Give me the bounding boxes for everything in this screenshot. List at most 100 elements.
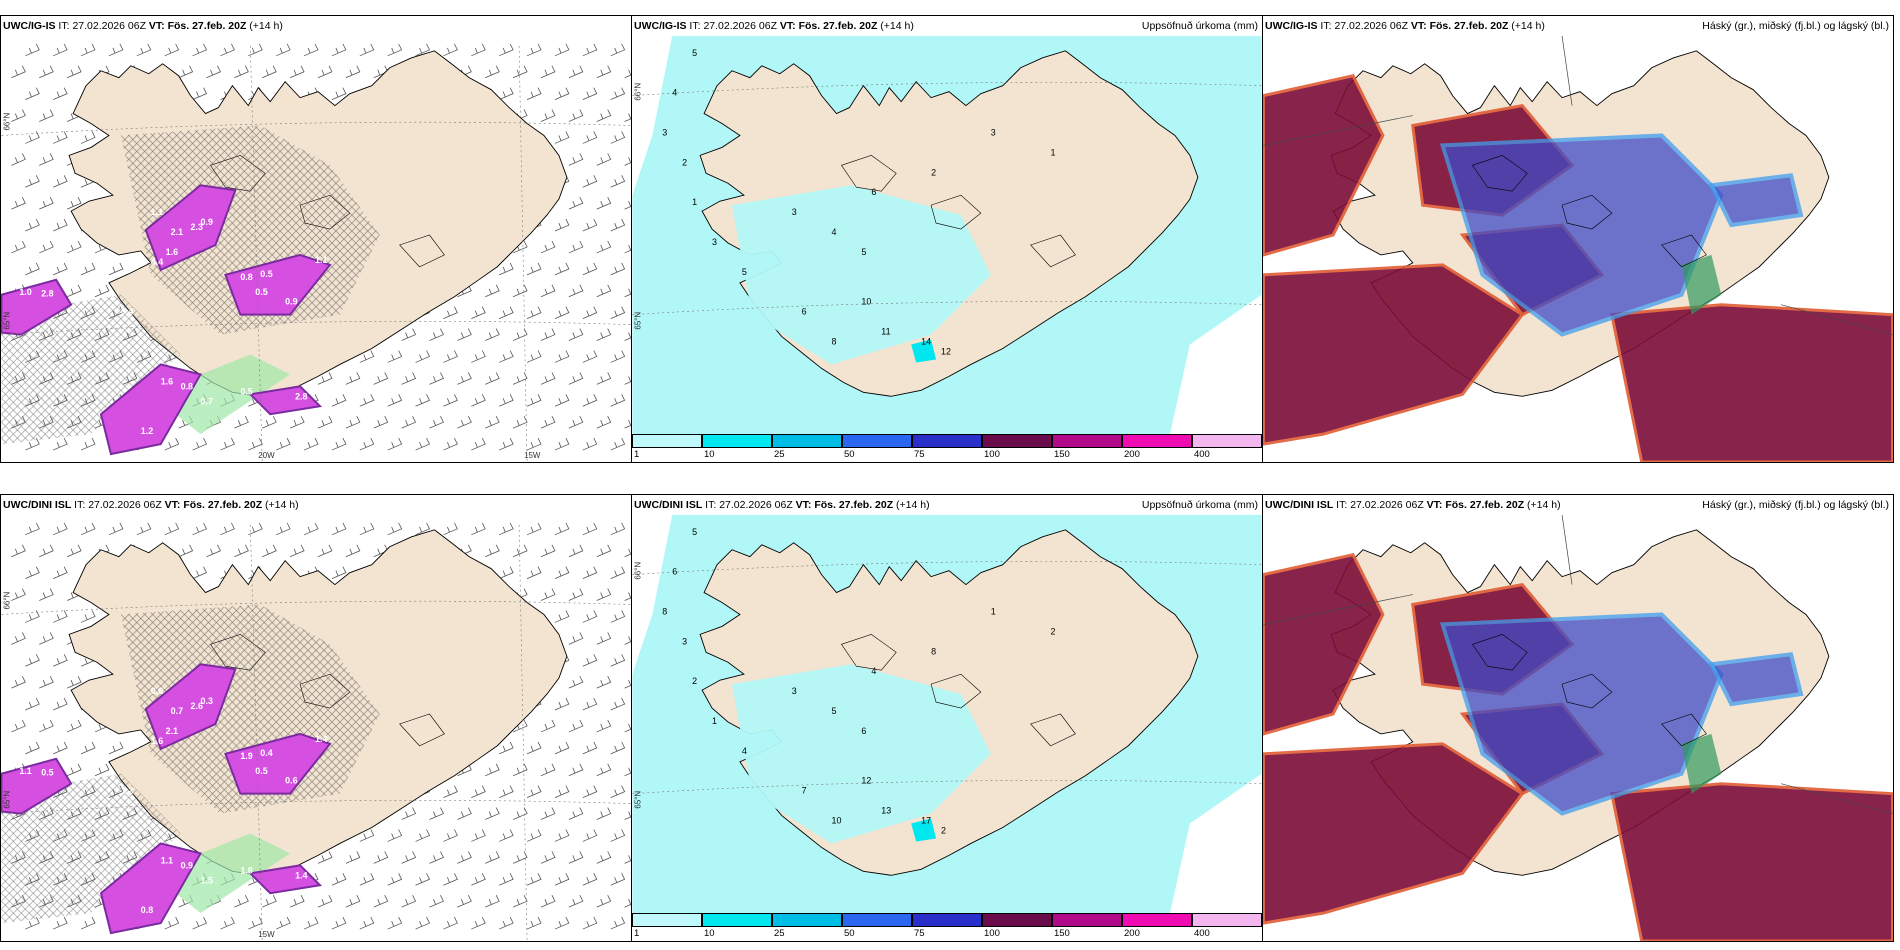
wind-barb xyxy=(540,851,556,864)
wind-barb xyxy=(80,437,96,451)
precip-label: 0.8 xyxy=(141,905,153,915)
wind-barb xyxy=(401,895,417,908)
lat-line xyxy=(1,600,631,615)
precip-amount-label: 17 xyxy=(921,816,931,826)
precip-label: 0.3 xyxy=(201,696,213,706)
wind-barb xyxy=(331,873,347,886)
wind-barb xyxy=(262,416,277,429)
wind-barb xyxy=(485,372,500,385)
wind-barb xyxy=(540,109,556,122)
wind-barb xyxy=(540,284,556,298)
wind-barb xyxy=(415,829,431,842)
wind-barb xyxy=(568,416,584,429)
precip-amount-label: 8 xyxy=(662,606,667,616)
wind-barb xyxy=(582,43,598,57)
wind-barb xyxy=(540,416,556,429)
wind-barb xyxy=(136,522,152,536)
precip-amount-label: 1 xyxy=(692,197,697,207)
colorbar-tick-label: 10 xyxy=(703,928,715,939)
wind-barb xyxy=(596,65,612,79)
wind-barb xyxy=(554,262,570,276)
wind-barb xyxy=(415,916,431,930)
wind-barb xyxy=(582,87,598,100)
wind-barb xyxy=(39,719,54,733)
map-panel-accum-precip-dini[interactable]: UWC/DINI ISL IT: 27.02.2026 06Z VT: Fös.… xyxy=(631,494,1263,942)
wind-barb xyxy=(66,676,82,689)
wind-barb xyxy=(234,895,249,908)
colorbar-tick-label: 100 xyxy=(984,449,1000,460)
precip-amount-label: 1 xyxy=(991,606,996,616)
wind-barb xyxy=(80,741,96,755)
lat-line xyxy=(1,800,631,814)
wind-barb xyxy=(25,87,40,100)
precip-amount-label: 4 xyxy=(742,746,747,756)
precip-label: 2.3 xyxy=(191,222,203,232)
wind-barb xyxy=(401,807,417,820)
low-cloud-area xyxy=(1610,303,1893,462)
wind-barb xyxy=(11,109,26,122)
precip-label: 1.1 xyxy=(151,207,163,217)
wind-barb xyxy=(303,916,319,930)
map-panel-wind-precip-igis[interactable]: UWC/IG-IS IT: 27.02.2026 06Z VT: Fös. 27… xyxy=(0,15,632,463)
wind-barb xyxy=(568,851,584,864)
wind-barb xyxy=(331,566,347,579)
coastline-detail xyxy=(841,634,1076,747)
precip-blob xyxy=(224,253,332,316)
wind-barb xyxy=(499,437,514,451)
wind-barb xyxy=(25,522,40,536)
wind-barb xyxy=(485,328,500,341)
wind-barb xyxy=(596,109,612,122)
wind-barb xyxy=(582,522,598,536)
wind-barb xyxy=(624,113,631,122)
precip-label: 2.1 xyxy=(166,726,178,736)
panel-header: UWC/IG-IS IT: 27.02.2026 06Z VT: Fös. 27… xyxy=(1265,20,1545,32)
colorbar-tick-label: 150 xyxy=(1053,928,1070,939)
wind-barb xyxy=(568,632,584,645)
precip-label: 0.8 xyxy=(181,381,193,391)
wind-barb xyxy=(485,895,500,908)
wind-barb xyxy=(596,416,612,429)
wind-barb xyxy=(610,654,626,667)
wind-barb xyxy=(610,306,626,320)
wind-barb xyxy=(359,43,375,57)
precip-amount-label: 10 xyxy=(861,297,871,307)
wind-barb xyxy=(11,719,26,733)
map-panel-clouds-igis[interactable]: UWC/IG-IS IT: 27.02.2026 06Z VT: Fös. 27… xyxy=(1262,15,1894,463)
map-panel-wind-precip-dini[interactable]: UWC/DINI ISL IT: 27.02.2026 06Z VT: Fös.… xyxy=(0,494,632,942)
map-panel-accum-precip-igis[interactable]: UWC/IG-IS IT: 27.02.2026 06Z VT: Fös. 27… xyxy=(631,15,1263,463)
colorbar-tick-label: 200 xyxy=(1124,449,1140,460)
wind-barb xyxy=(429,851,444,864)
wind-barb xyxy=(610,350,626,363)
precip-amount-label: 2 xyxy=(682,157,687,167)
wind-barb xyxy=(359,829,375,842)
wind-barb xyxy=(415,350,431,363)
wind-barb xyxy=(554,43,570,57)
wind-barb xyxy=(359,437,375,451)
wind-barb xyxy=(429,895,444,908)
precip-amount-label: 6 xyxy=(672,567,677,577)
wind-barb xyxy=(11,544,26,558)
wind-barb xyxy=(220,437,235,451)
colorbar-segment xyxy=(632,913,702,927)
precip-amount-label: 5 xyxy=(742,267,747,277)
wind-barb xyxy=(568,109,584,122)
precip-land-area xyxy=(731,664,991,844)
lat-label: 65°N xyxy=(2,791,11,809)
graticule xyxy=(1,45,631,462)
panel-header: UWC/IG-IS IT: 27.02.2026 06Z VT: Fös. 27… xyxy=(634,20,914,32)
wind-barb xyxy=(331,437,347,451)
wind-barb xyxy=(485,763,500,777)
wind-barb xyxy=(624,636,631,645)
precip-amount-label: 12 xyxy=(861,776,871,786)
precip-amount-label: 1 xyxy=(712,716,717,726)
wind-barb xyxy=(610,131,626,144)
lon-label: 20W xyxy=(258,451,275,460)
wind-barb xyxy=(499,522,514,536)
lat-line xyxy=(1,321,631,335)
wind-barb xyxy=(512,416,528,429)
map-panel-clouds-dini[interactable]: UWC/DINI ISL IT: 27.02.2026 06Z VT: Fös.… xyxy=(1262,494,1894,942)
wind-barb xyxy=(206,544,221,558)
wind-barb xyxy=(220,522,235,536)
wind-barb xyxy=(610,697,626,711)
wind-barb xyxy=(192,566,208,579)
